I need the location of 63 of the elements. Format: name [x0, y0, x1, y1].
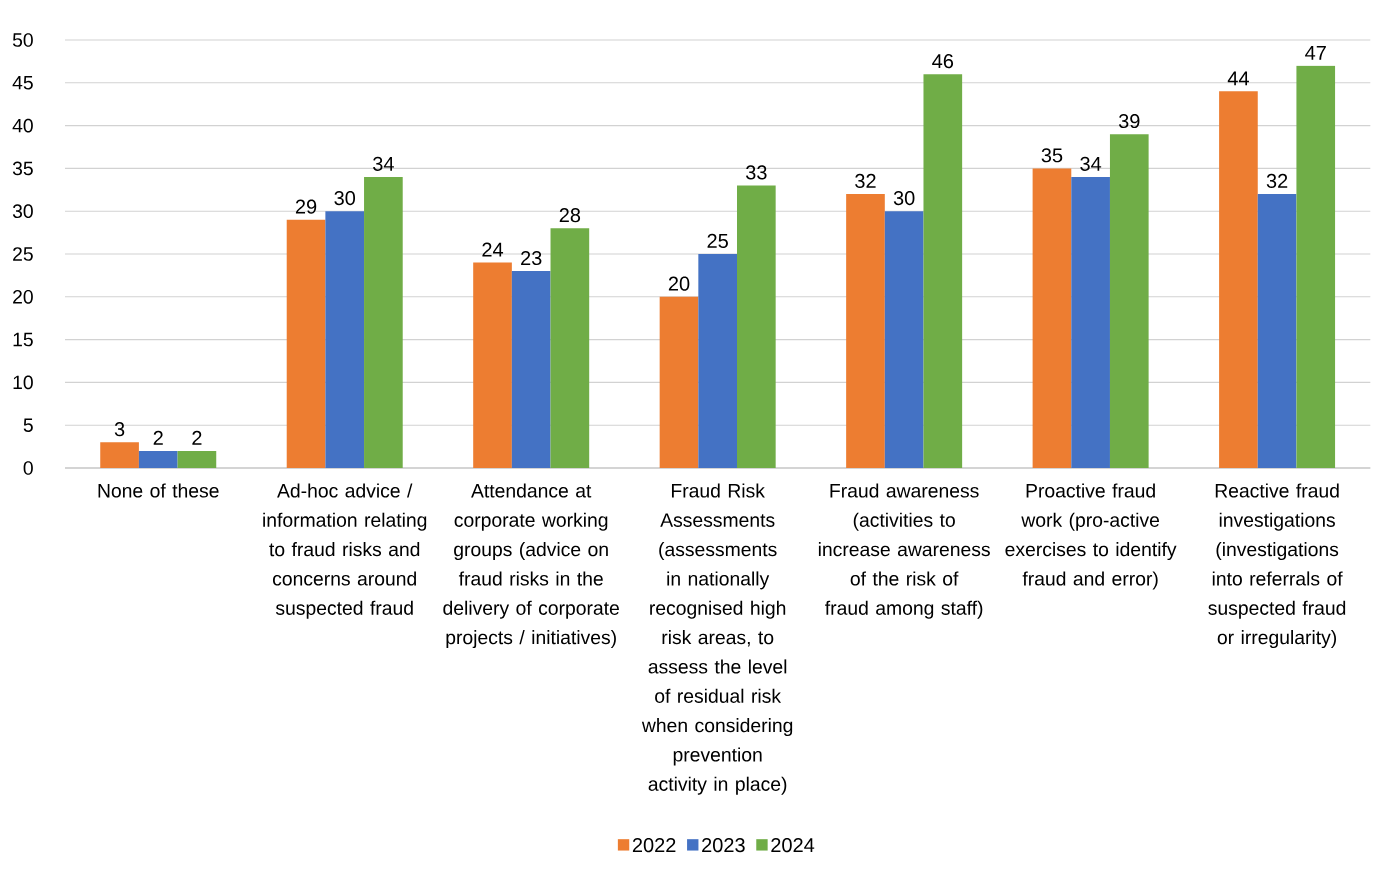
- y-tick-label: 40: [12, 118, 33, 133]
- x-tick-label: Ad-hoc advice / information relating to fraud risks and concerns around suspected fraud: [263, 483, 427, 619]
- y-tick-label: 5: [23, 418, 33, 432]
- bar: [923, 74, 963, 468]
- bar: [1257, 194, 1297, 468]
- data-label: 29: [295, 199, 317, 214]
- data-label: 2: [192, 430, 202, 445]
- y-tick-label: 30: [12, 204, 33, 219]
- y-tick-label: 35: [12, 161, 33, 176]
- bar: [1071, 176, 1110, 468]
- data-label: 32: [855, 173, 876, 189]
- data-label: 34: [373, 156, 394, 171]
- y-tick-label: 45: [12, 76, 33, 90]
- y-tick-label: 20: [13, 289, 33, 304]
- data-label: 3: [114, 422, 125, 437]
- bar: [100, 442, 139, 468]
- legend-label: 2024: [771, 838, 815, 853]
- data-label: 25: [707, 233, 728, 248]
- data-label: 44: [1227, 71, 1249, 86]
- data-label: 47: [1305, 45, 1326, 60]
- data-label: 28: [559, 208, 581, 223]
- data-label: 23: [521, 250, 542, 266]
- legend-label: 2023: [702, 838, 745, 853]
- category-label: Fraud Risk Assessments (assessments in nationally recognised high risk areas, to assess the level of residual risk when considering prevention activity in place): [641, 483, 793, 795]
- bar: [737, 185, 776, 468]
- bar: [177, 450, 217, 468]
- bar: [884, 211, 924, 468]
- y-tick-label: 50: [12, 33, 33, 47]
- bar: [325, 211, 365, 468]
- data-label: 24: [482, 242, 504, 257]
- y-tick-label: 0: [23, 461, 33, 475]
- x-tick-label: Proactive fraud work (pro-active exercises to identify fraud and error): [1005, 483, 1177, 590]
- x-tick-label: Attendance at corporate working groups (advice on fraud risks in the delivery of corporate projects / initiatives): [443, 483, 619, 649]
- data-label: 35: [1041, 148, 1063, 163]
- bar: [286, 219, 326, 468]
- data-label: 2: [153, 430, 163, 445]
- x-tick-label: Reactive fraud investigations (investigations into referrals of suspected fraud or irregularity): [1208, 483, 1346, 649]
- data-label: 20: [668, 276, 690, 291]
- bar: [511, 271, 551, 468]
- x-tick-label: Fraud awareness (activities to increase awareness of the risk of fraud among staff): [818, 483, 990, 619]
- legend-label: 2022: [632, 838, 676, 853]
- data-label: 46: [932, 54, 954, 69]
- data-label: 30: [334, 190, 356, 206]
- bar: [659, 296, 699, 468]
- bar: [550, 228, 590, 468]
- bar: [364, 176, 403, 468]
- y-tick-label: 15: [13, 332, 33, 347]
- data-label: 33: [745, 165, 767, 180]
- data-label: 39: [1118, 113, 1140, 129]
- bar: [1219, 91, 1258, 468]
- bar: [1032, 168, 1072, 468]
- x-tick-label: None of these: [98, 483, 219, 498]
- data-label: 34: [1080, 156, 1102, 171]
- y-tick-label: 25: [13, 247, 33, 261]
- bar: [138, 450, 178, 468]
- data-label: 30: [893, 190, 915, 206]
- bar: [1109, 134, 1149, 468]
- bar: [473, 262, 512, 468]
- bar: [1296, 65, 1336, 468]
- data-label: 32: [1266, 173, 1288, 189]
- y-tick-label: 10: [13, 375, 33, 390]
- bar: [846, 194, 885, 468]
- bar: [698, 254, 737, 468]
